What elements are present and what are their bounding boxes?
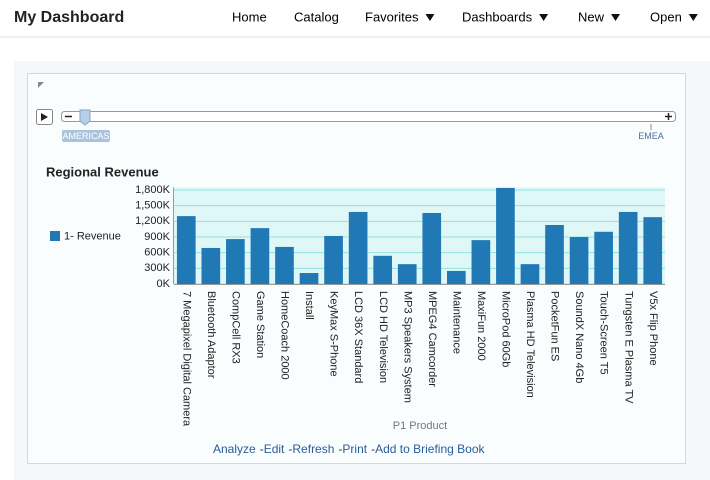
bar: [618, 211, 638, 284]
bar: [275, 246, 294, 284]
y-tick-label: 900K: [144, 231, 170, 243]
bar: [250, 228, 270, 284]
y-tick-label: 0K: [157, 278, 171, 290]
x-tick-label: Plasma HD Television: [524, 291, 536, 398]
link-separator: -: [338, 442, 342, 456]
nav-item[interactable]: New: [578, 9, 605, 24]
nav-item[interactable]: Open: [650, 9, 682, 24]
x-tick-label: SoundX Nano 4Gb: [573, 291, 585, 383]
x-axis-title: P1 Product: [393, 420, 447, 432]
y-tick-label: 300K: [144, 262, 170, 274]
dropdown-arrow: [611, 14, 621, 21]
link-separator: -: [260, 442, 264, 456]
collapse-icon[interactable]: [38, 82, 44, 88]
bar: [373, 255, 393, 284]
legend-label: 1- Revenue: [64, 230, 121, 242]
footer-link[interactable]: Edit: [264, 442, 285, 456]
bar: [545, 224, 564, 284]
nav-item[interactable]: Favorites: [365, 9, 419, 24]
nav-item[interactable]: Home: [232, 9, 267, 24]
x-tick-label: 7 Megapixel Digital Camera: [180, 291, 192, 427]
x-tick-label: KeyMax S-Phone: [328, 291, 340, 377]
slider-start-label: AMERICAS: [62, 131, 109, 141]
slider-thumb[interactable]: [79, 109, 91, 126]
legend-swatch: [50, 231, 60, 241]
plot-area: [174, 187, 665, 284]
bar: [201, 247, 221, 284]
x-tick-label: MaxiFun 2000: [475, 291, 487, 361]
footer-link[interactable]: Print: [342, 442, 367, 456]
x-tick-label: LCD HD Television: [377, 291, 389, 383]
footer-link[interactable]: Analyze: [213, 442, 256, 456]
x-tick-label: PocketFun ES: [549, 291, 561, 361]
slider-end-label: EMEA: [638, 131, 664, 141]
bar: [422, 212, 442, 284]
bar: [226, 239, 245, 284]
nav-item[interactable]: Dashboards: [462, 9, 533, 24]
bar: [569, 237, 589, 284]
y-tick-label: 1,500K: [135, 200, 171, 212]
dropdown-arrow: [539, 14, 549, 21]
play-icon: [41, 113, 48, 121]
x-tick-label: Tungsten E Plasma TV: [622, 291, 634, 404]
y-tick-label: 600K: [144, 247, 170, 259]
bar: [324, 235, 343, 284]
x-tick-label: HomeCoach 2000: [279, 291, 291, 380]
app-title: My Dashboard: [14, 9, 124, 26]
slider-plus: [665, 113, 672, 120]
link-separator: -: [371, 442, 375, 456]
x-tick-label: Game Station: [254, 291, 266, 358]
bar: [348, 211, 368, 284]
bar: [397, 264, 417, 284]
x-tick-label: Bluetooth Adaptor: [205, 291, 217, 379]
chart-title: Regional Revenue: [46, 164, 159, 179]
x-tick-label: Maintenance: [450, 291, 462, 354]
bar: [520, 264, 540, 284]
footer-link[interactable]: Refresh: [292, 442, 334, 456]
slider-start-bg: [62, 130, 110, 142]
footer-link[interactable]: Add to Briefing Book: [375, 442, 485, 456]
x-tick-label: CompCell RX3: [229, 291, 241, 364]
x-tick-label: MPEG4 Camcorder: [426, 291, 438, 387]
dropdown-arrow: [688, 14, 698, 21]
x-tick-label: MP3 Speakers System: [401, 291, 413, 403]
x-tick-label: MicroPod 60Gb: [500, 291, 512, 367]
slider-track[interactable]: [61, 111, 676, 122]
bar: [446, 270, 466, 284]
dropdown-arrow: [425, 14, 435, 21]
x-tick-label: V5x Flip Phone: [647, 291, 659, 366]
x-tick-label: Touch-Screen T5: [598, 291, 610, 375]
bar: [471, 240, 491, 284]
nav-item[interactable]: Catalog: [294, 9, 339, 24]
x-tick-label: LCD 36X Standard: [352, 291, 364, 383]
bar: [176, 216, 196, 284]
y-tick-label: 1,800K: [135, 184, 171, 196]
bar: [594, 231, 613, 284]
x-tick-label: Install: [303, 291, 315, 320]
link-separator: -: [288, 442, 292, 456]
bar: [299, 273, 319, 284]
bar: [496, 187, 515, 284]
y-tick-label: 1,200K: [135, 215, 171, 227]
bar: [643, 217, 663, 284]
